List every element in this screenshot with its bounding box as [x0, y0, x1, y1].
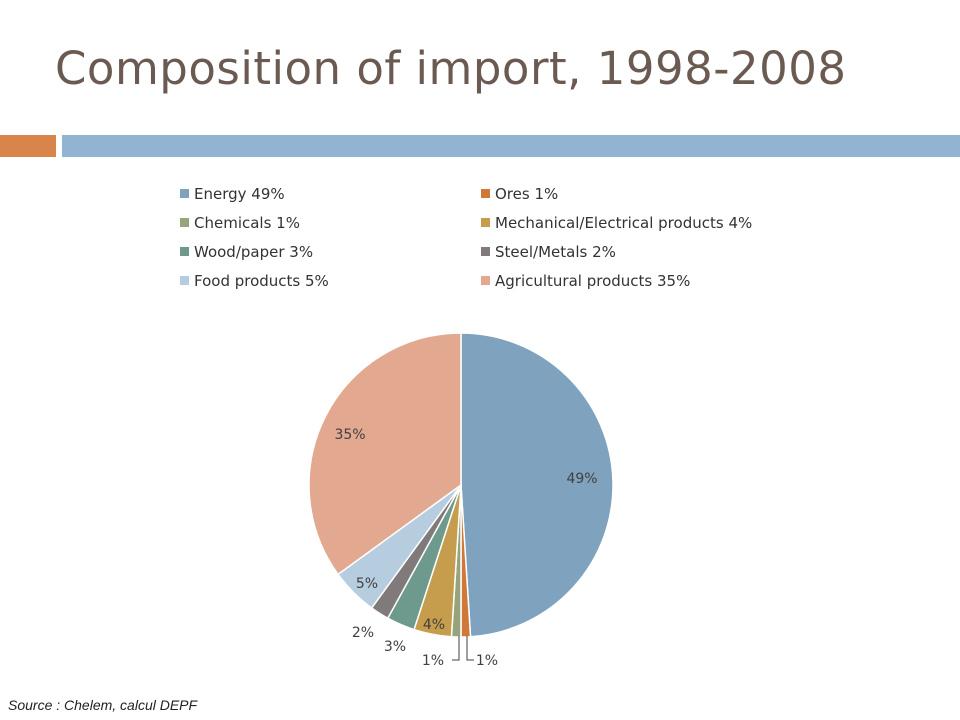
legend-item: Chemicals 1% [180, 213, 481, 232]
data-label: 5% [356, 576, 378, 592]
legend-label: Food products 5% [194, 271, 329, 290]
legend-swatch [481, 218, 490, 227]
leader-line [466, 636, 474, 661]
legend-label: Chemicals 1% [194, 213, 300, 232]
legend-swatch [180, 247, 189, 256]
legend-item: Agricultural products 35% [481, 271, 781, 290]
legend-label: Steel/Metals 2% [495, 242, 616, 261]
legend-item: Ores 1% [481, 184, 781, 203]
pie-slice [308, 332, 462, 576]
legend-swatch [481, 189, 490, 198]
legend-swatch [180, 276, 189, 285]
legend-item: Energy 49% [180, 184, 481, 203]
data-label: 3% [384, 639, 406, 655]
legend-swatch [180, 218, 189, 227]
legend-label: Wood/paper 3% [194, 242, 314, 261]
data-label: 2% [352, 625, 374, 641]
data-label: 1% [422, 653, 444, 669]
legend-swatch [180, 189, 189, 198]
header-bar [62, 135, 960, 157]
chart-legend: Energy 49% Ores 1% Chemicals 1% Mechanical/… [180, 184, 800, 290]
legend-item: Wood/paper 3% [180, 242, 481, 261]
legend-swatch [481, 276, 490, 285]
legend-label: Ores 1% [495, 184, 559, 203]
legend-label: Mechanical/Electrical products 4% [495, 213, 753, 232]
data-label: 1% [476, 653, 498, 669]
pie-slice [460, 332, 614, 638]
leader-line [452, 636, 460, 661]
legend-item: Food products 5% [180, 271, 481, 290]
data-label: 49% [566, 471, 597, 487]
slide-title: Composition of import, 1998-2008 [55, 42, 847, 95]
accent-bar [0, 135, 56, 157]
source-note: Source : Chelem, calcul DEPF [8, 697, 198, 713]
legend-swatch [481, 247, 490, 256]
legend-label: Energy 49% [194, 184, 285, 203]
legend-item: Steel/Metals 2% [481, 242, 781, 261]
legend-label: Agricultural products 35% [495, 271, 691, 290]
data-label: 4% [423, 617, 445, 633]
data-label: 35% [334, 427, 365, 443]
legend-item: Mechanical/Electrical products 4% [481, 213, 781, 232]
